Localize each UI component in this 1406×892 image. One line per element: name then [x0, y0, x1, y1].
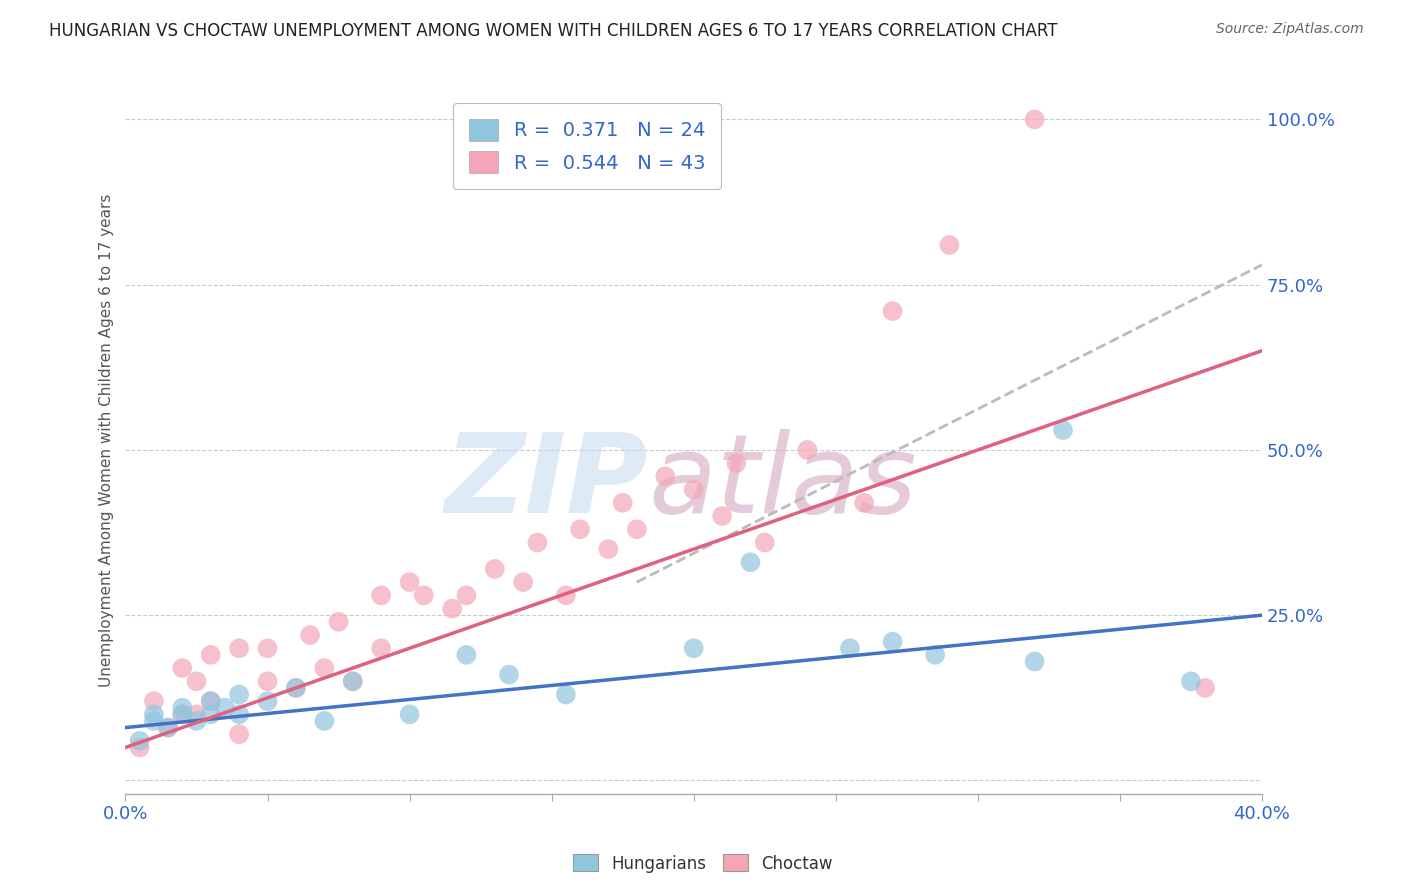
Point	[711, 509, 734, 524]
Point	[882, 634, 904, 648]
Text: atlas: atlas	[648, 429, 917, 536]
Point	[512, 575, 534, 590]
Point	[498, 667, 520, 681]
Point	[228, 641, 250, 656]
Point	[157, 721, 180, 735]
Point	[924, 648, 946, 662]
Point	[796, 442, 818, 457]
Point	[526, 535, 548, 549]
Point	[200, 694, 222, 708]
Point	[370, 588, 392, 602]
Point	[342, 674, 364, 689]
Point	[284, 681, 307, 695]
Point	[725, 456, 748, 470]
Point	[612, 496, 634, 510]
Text: ZIP: ZIP	[444, 429, 648, 536]
Point	[839, 641, 862, 656]
Point	[200, 694, 222, 708]
Point	[882, 304, 904, 318]
Point	[256, 641, 278, 656]
Point	[200, 648, 222, 662]
Point	[172, 661, 194, 675]
Point	[142, 694, 165, 708]
Point	[754, 535, 776, 549]
Point	[598, 542, 620, 557]
Point	[299, 628, 322, 642]
Point	[740, 555, 762, 569]
Point	[142, 714, 165, 728]
Point	[441, 601, 464, 615]
Point	[128, 740, 150, 755]
Point	[554, 588, 576, 602]
Text: HUNGARIAN VS CHOCTAW UNEMPLOYMENT AMONG WOMEN WITH CHILDREN AGES 6 TO 17 YEARS C: HUNGARIAN VS CHOCTAW UNEMPLOYMENT AMONG …	[49, 22, 1057, 40]
Point	[938, 238, 960, 252]
Point	[342, 674, 364, 689]
Point	[256, 694, 278, 708]
Point	[626, 522, 648, 536]
Text: Source: ZipAtlas.com: Source: ZipAtlas.com	[1216, 22, 1364, 37]
Point	[228, 707, 250, 722]
Point	[1180, 674, 1202, 689]
Point	[398, 707, 420, 722]
Point	[484, 562, 506, 576]
Point	[456, 648, 478, 662]
Point	[172, 707, 194, 722]
Point	[256, 674, 278, 689]
Point	[200, 707, 222, 722]
Point	[682, 641, 704, 656]
Point	[186, 714, 208, 728]
Point	[328, 615, 350, 629]
Point	[314, 661, 336, 675]
Point	[398, 575, 420, 590]
Point	[128, 733, 150, 747]
Point	[1052, 423, 1074, 437]
Point	[186, 674, 208, 689]
Point	[186, 707, 208, 722]
Point	[228, 688, 250, 702]
Point	[314, 714, 336, 728]
Point	[1024, 655, 1046, 669]
Point	[228, 727, 250, 741]
Point	[370, 641, 392, 656]
Point	[654, 469, 676, 483]
Legend: R =  0.371   N = 24, R =  0.544   N = 43: R = 0.371 N = 24, R = 0.544 N = 43	[453, 103, 721, 189]
Point	[456, 588, 478, 602]
Point	[412, 588, 434, 602]
Point	[172, 707, 194, 722]
Point	[157, 721, 180, 735]
Point	[214, 700, 236, 714]
Point	[554, 688, 576, 702]
Point	[853, 496, 876, 510]
Point	[1194, 681, 1216, 695]
Point	[1024, 112, 1046, 127]
Legend: Hungarians, Choctaw: Hungarians, Choctaw	[567, 847, 839, 880]
Point	[682, 483, 704, 497]
Point	[172, 700, 194, 714]
Point	[142, 707, 165, 722]
Y-axis label: Unemployment Among Women with Children Ages 6 to 17 years: Unemployment Among Women with Children A…	[100, 194, 114, 687]
Point	[284, 681, 307, 695]
Point	[569, 522, 592, 536]
